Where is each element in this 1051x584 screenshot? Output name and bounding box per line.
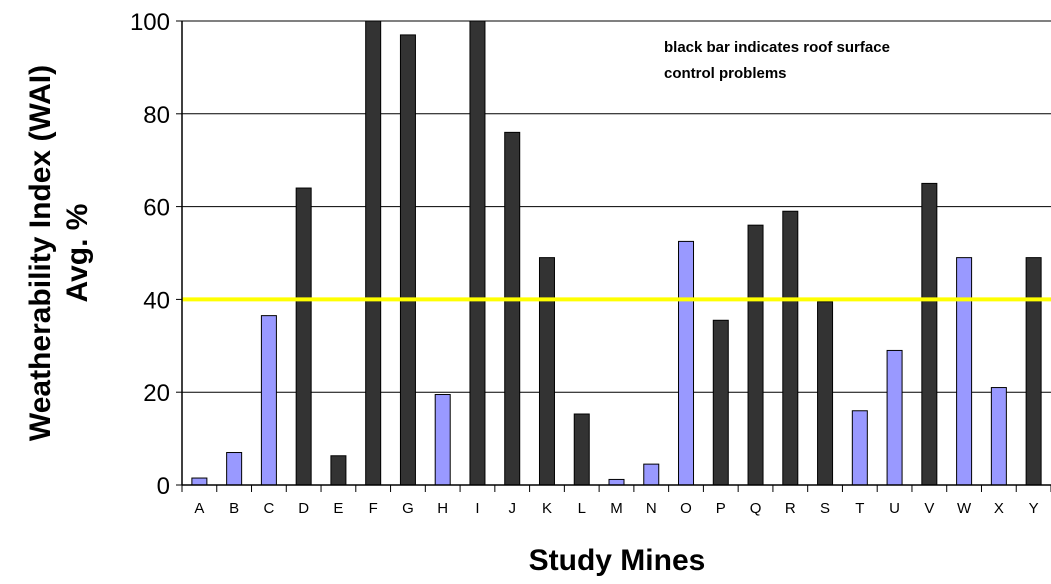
x-tick-label-a: A bbox=[194, 500, 204, 517]
bar-j bbox=[504, 131, 521, 486]
bar-b bbox=[226, 452, 243, 486]
y-axis-ticks: 0 20 40 60 80 100 bbox=[130, 9, 182, 500]
bar-u bbox=[886, 349, 903, 486]
axes bbox=[181, 21, 1051, 486]
x-tick-label-j: J bbox=[508, 500, 516, 517]
x-tick-label-i: I bbox=[475, 500, 479, 517]
x-tick-label-c: C bbox=[263, 500, 274, 517]
x-tick-label-b: B bbox=[229, 500, 239, 517]
x-tick-label-k: K bbox=[542, 500, 552, 517]
x-tick-label-p: P bbox=[716, 500, 726, 517]
x-tick-label-x: X bbox=[994, 500, 1004, 517]
x-tick-label-y: Y bbox=[1029, 500, 1039, 517]
bar-t bbox=[851, 410, 868, 486]
bar-v bbox=[921, 182, 938, 486]
bar-k bbox=[538, 257, 555, 486]
bar-m bbox=[608, 478, 625, 486]
y-tick-label-0: 0 bbox=[157, 473, 170, 500]
x-axis-ticks: A B C D E F G H I J K L M N O P Q R S T U V W X Y bbox=[181, 485, 1051, 517]
x-tick-label-e: E bbox=[333, 500, 343, 517]
bar-f bbox=[365, 20, 382, 486]
bar-w bbox=[956, 257, 973, 486]
x-tick-label-v: V bbox=[924, 500, 934, 517]
x-tick-label-m: M bbox=[610, 500, 623, 517]
bars bbox=[191, 20, 1042, 486]
bar-q bbox=[747, 224, 764, 486]
annotation-line2: control problems bbox=[664, 65, 787, 82]
y-tick-label-80: 80 bbox=[143, 102, 170, 129]
x-tick-label-t: T bbox=[855, 500, 864, 517]
bar-a bbox=[191, 477, 208, 486]
x-axis-title: Study Mines bbox=[529, 544, 706, 577]
y-tick-label-20: 20 bbox=[143, 380, 170, 407]
gridlines bbox=[182, 20, 1051, 393]
bar-g bbox=[399, 34, 416, 486]
annotation-line1: black bar indicates roof surface bbox=[664, 39, 890, 56]
x-tick-label-o: O bbox=[680, 500, 692, 517]
x-tick-label-l: L bbox=[578, 500, 586, 517]
y-tick-label-100: 100 bbox=[130, 9, 170, 36]
bar-s bbox=[817, 301, 834, 486]
bar-d bbox=[295, 187, 312, 486]
bar-x bbox=[990, 387, 1007, 486]
bar-e bbox=[330, 455, 347, 486]
x-tick-label-g: G bbox=[402, 500, 414, 517]
bar-n bbox=[643, 463, 660, 486]
bar-i bbox=[469, 20, 486, 486]
y-axis-title-line2: Avg. % bbox=[61, 204, 94, 303]
bar-y bbox=[1025, 257, 1042, 486]
y-axis-title-line1: Weatherability Index (WAI) bbox=[24, 65, 57, 441]
bar-o bbox=[678, 240, 695, 486]
x-tick-label-h: H bbox=[437, 500, 448, 517]
x-tick-label-r: R bbox=[785, 500, 796, 517]
x-tick-label-s: S bbox=[820, 500, 830, 517]
x-tick-label-q: Q bbox=[750, 500, 762, 517]
bar-p bbox=[712, 319, 729, 486]
x-tick-label-n: N bbox=[646, 500, 657, 517]
x-tick-label-w: W bbox=[957, 500, 972, 517]
x-tick-label-d: D bbox=[298, 500, 309, 517]
y-tick-label-60: 60 bbox=[143, 195, 170, 222]
y-tick-label-40: 40 bbox=[143, 287, 170, 314]
bar-l bbox=[573, 413, 590, 486]
bar-h bbox=[434, 394, 451, 486]
x-tick-label-f: F bbox=[369, 500, 378, 517]
bar-c bbox=[260, 315, 277, 486]
bar-r bbox=[782, 210, 799, 486]
x-tick-label-u: U bbox=[889, 500, 900, 517]
